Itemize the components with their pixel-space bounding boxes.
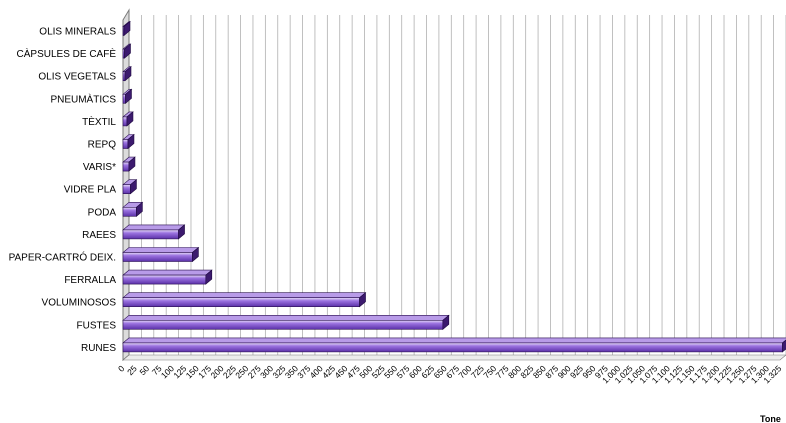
bar-front-face bbox=[122, 94, 126, 104]
bar-end-face bbox=[442, 314, 450, 330]
category-label: FERRALLA bbox=[64, 275, 116, 286]
bar-end-face bbox=[127, 133, 135, 150]
bar-end-face bbox=[126, 111, 134, 127]
bar bbox=[122, 111, 134, 127]
bar-top-face bbox=[122, 269, 213, 276]
category-label: OLIS VEGETALS bbox=[38, 72, 116, 83]
chart-floor bbox=[122, 354, 786, 361]
bar-top-face bbox=[122, 292, 367, 299]
bar-front-face bbox=[122, 342, 783, 353]
category-label: REPQ bbox=[88, 140, 117, 151]
bar-front-face bbox=[122, 207, 137, 217]
bar-end-face bbox=[192, 246, 199, 263]
bar bbox=[122, 201, 144, 217]
category-label: VARIS* bbox=[83, 162, 116, 173]
bar bbox=[122, 292, 367, 308]
bar bbox=[122, 246, 200, 263]
bar-end-face bbox=[205, 269, 213, 285]
bar-front-face bbox=[122, 116, 128, 127]
bar-end-face bbox=[136, 201, 143, 217]
x-tick-labels: 0255075100125150175200225250275300325350… bbox=[116, 363, 784, 385]
bar bbox=[122, 337, 786, 353]
bar-front-face bbox=[122, 274, 207, 285]
bar-top-face bbox=[122, 224, 186, 231]
bar-end-face bbox=[128, 156, 136, 172]
bar bbox=[122, 269, 213, 285]
bar-front-face bbox=[122, 319, 444, 330]
category-label: FUSTES bbox=[77, 320, 117, 331]
category-label: RUNES bbox=[81, 343, 116, 354]
bars bbox=[122, 20, 786, 353]
bar bbox=[122, 133, 135, 150]
bar-end-face bbox=[178, 224, 185, 240]
category-label: CÀPSULES DE CAFÈ bbox=[17, 47, 117, 60]
bar-front-face bbox=[122, 139, 129, 149]
bar bbox=[122, 43, 132, 59]
category-label: PAPER-CARTRÓ DEIX. bbox=[9, 251, 116, 264]
category-label: VIDRE PLA bbox=[64, 185, 117, 196]
bar bbox=[122, 20, 131, 37]
bar-end-face bbox=[124, 66, 132, 82]
category-label: TÈXTIL bbox=[82, 115, 116, 128]
bar bbox=[122, 224, 186, 240]
x-tick-label: 0 bbox=[116, 363, 127, 374]
bar bbox=[122, 66, 132, 82]
bar-end-face bbox=[125, 88, 132, 104]
bar bbox=[122, 314, 450, 330]
category-label: RAEES bbox=[82, 230, 116, 241]
bar bbox=[122, 179, 138, 195]
bar-front-face bbox=[122, 252, 193, 262]
bar-end-face bbox=[124, 43, 131, 59]
bar-top-face bbox=[122, 337, 786, 344]
bar-front-face bbox=[122, 297, 360, 308]
category-labels: OLIS MINERALS CÀPSULES DE CAFÈ OLIS VEGETA… bbox=[9, 27, 117, 354]
bar-front-face bbox=[122, 184, 131, 194]
bar-end-face bbox=[130, 179, 137, 195]
bar bbox=[122, 88, 133, 104]
bar-end-face bbox=[359, 292, 366, 308]
category-label: PNEUMÀTICS bbox=[50, 92, 116, 105]
category-label: OLIS MINERALS bbox=[39, 27, 116, 38]
bar-front-face bbox=[122, 161, 130, 172]
category-label: PODA bbox=[88, 207, 117, 218]
bar-front-face bbox=[122, 229, 179, 240]
x-axis-title: Tone bbox=[760, 414, 781, 423]
bar-top-face bbox=[122, 247, 200, 253]
bar-top-face bbox=[122, 314, 450, 321]
bar bbox=[122, 156, 136, 172]
category-label: VOLUMINOSOS bbox=[42, 298, 117, 309]
bar-end-face bbox=[782, 339, 786, 353]
bar-end-face bbox=[123, 20, 131, 37]
